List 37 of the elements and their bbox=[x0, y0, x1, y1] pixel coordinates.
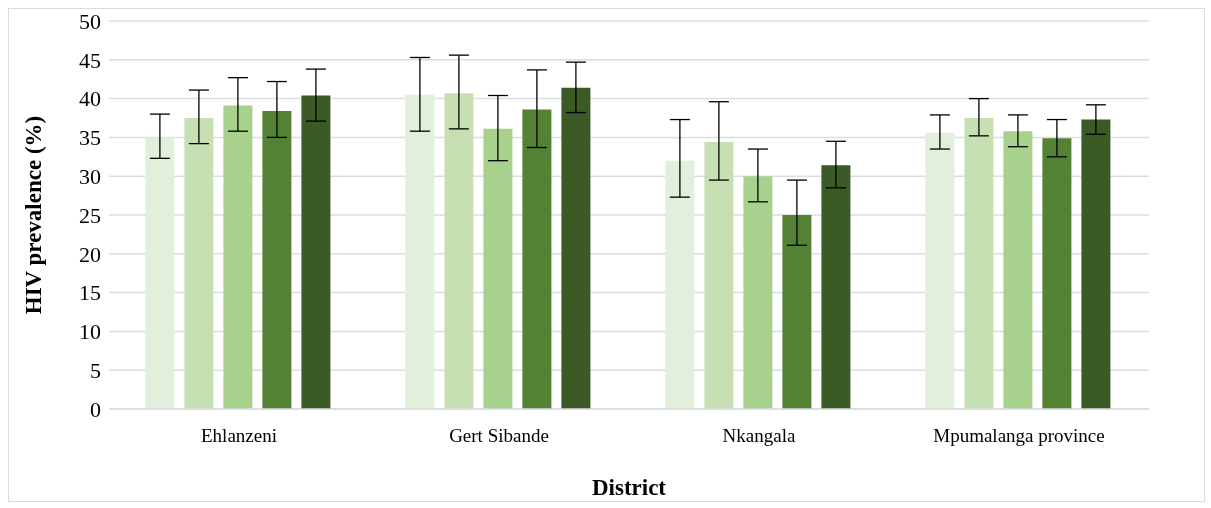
bar bbox=[405, 94, 435, 409]
y-tick-label: 50 bbox=[79, 8, 101, 34]
y-tick-label: 0 bbox=[90, 396, 101, 422]
bar bbox=[821, 165, 851, 409]
bar bbox=[223, 105, 253, 409]
bar bbox=[704, 142, 734, 409]
y-tick-label: 35 bbox=[79, 125, 101, 151]
bar bbox=[743, 176, 773, 409]
x-tick-label: Mpumalanga province bbox=[933, 425, 1105, 447]
y-tick-label: 30 bbox=[79, 164, 101, 190]
x-tick-label: Ehlanzeni bbox=[201, 425, 277, 447]
bar bbox=[301, 95, 331, 409]
bar bbox=[1003, 131, 1033, 409]
x-axis-title: District bbox=[591, 475, 667, 500]
bar bbox=[184, 118, 214, 409]
bar bbox=[665, 160, 695, 409]
y-tick-label: 25 bbox=[79, 202, 101, 228]
bar bbox=[145, 137, 175, 409]
bar bbox=[925, 132, 955, 409]
bar bbox=[262, 111, 292, 409]
bar bbox=[522, 109, 552, 409]
y-tick-label: 5 bbox=[90, 358, 101, 384]
bar bbox=[1081, 119, 1111, 409]
y-tick-label: 10 bbox=[79, 319, 101, 345]
y-tick-label: 45 bbox=[79, 47, 101, 73]
bar bbox=[964, 118, 994, 409]
bar bbox=[1042, 138, 1072, 409]
x-tick-label: Nkangala bbox=[722, 425, 796, 447]
bar bbox=[444, 93, 474, 409]
y-tick-label: 40 bbox=[79, 86, 101, 112]
y-axis-title: HIV prevalence (%) bbox=[21, 115, 47, 315]
bar bbox=[483, 128, 513, 409]
y-tick-label: 20 bbox=[79, 241, 101, 267]
y-tick-label: 15 bbox=[79, 280, 101, 306]
x-tick-label: Gert Sibande bbox=[449, 425, 549, 447]
bar bbox=[782, 215, 812, 409]
bar bbox=[561, 87, 591, 409]
